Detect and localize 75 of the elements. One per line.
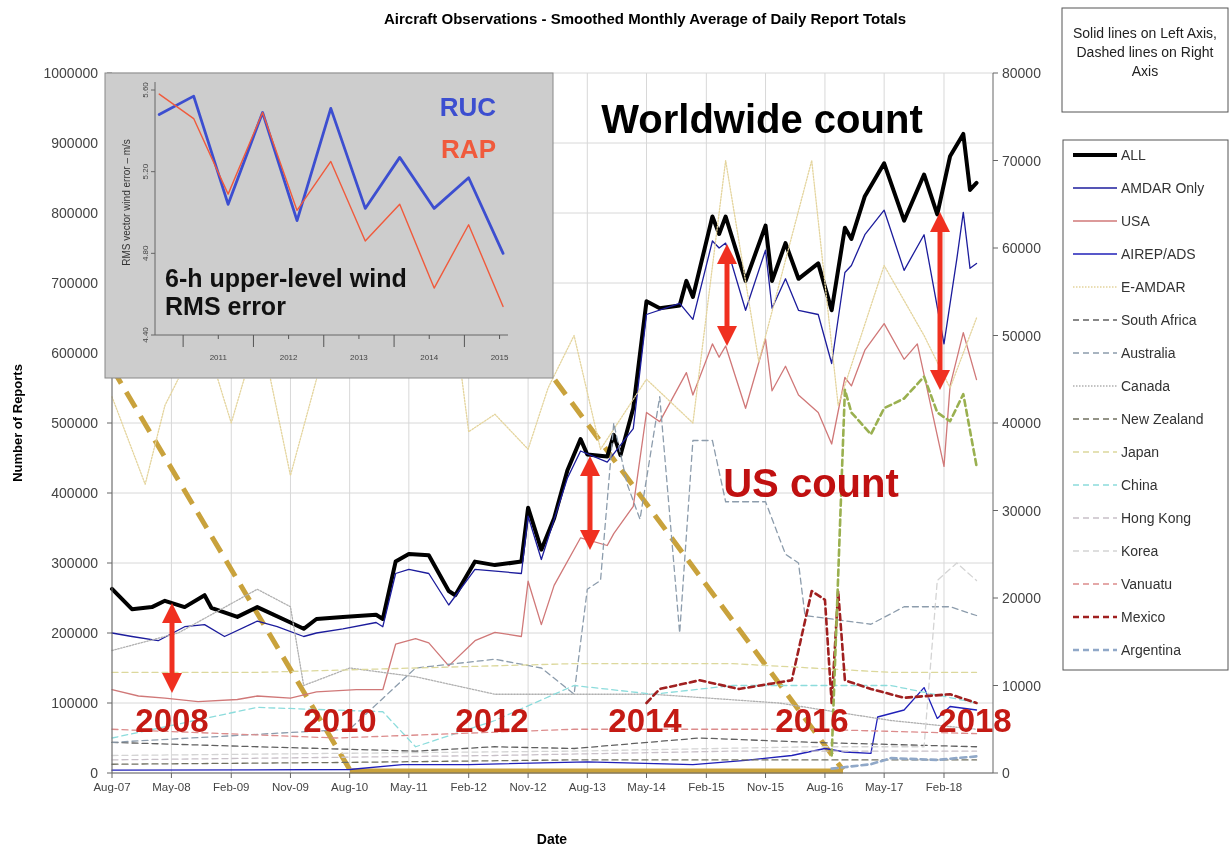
text: RUC	[439, 92, 497, 122]
x-tick-label: Nov-12	[509, 781, 547, 793]
legend-label: Hong Kong	[1121, 510, 1192, 526]
x-tick-label: May-08	[152, 781, 191, 793]
annotation: 6-h upper-level wind RMS error	[165, 264, 408, 320]
y-tick-label: 500000	[51, 415, 99, 431]
x-tick-label: Feb-15	[688, 781, 725, 793]
y-tick-label: 600000	[51, 345, 99, 361]
annotation: 2014	[608, 702, 683, 739]
x-tick-label: 2015	[490, 353, 510, 362]
y2-tick-label: 40000	[1002, 415, 1042, 431]
y2-tick-label: 60000	[1002, 240, 1042, 256]
x-tick-label: 2014	[420, 353, 439, 362]
y-tick-label: 700000	[51, 275, 99, 291]
y2-tick-label: 50000	[1002, 327, 1042, 344]
legend-label: Australia	[1121, 345, 1176, 361]
legend-label: Argentina	[1121, 642, 1182, 658]
y2-tick-label: 0	[1002, 765, 1010, 781]
y-tick-label: 4.40	[141, 326, 150, 343]
legend-label: China	[1121, 477, 1158, 493]
x-tick-label: Aug-10	[331, 781, 369, 793]
legend-label: Canada	[1121, 378, 1171, 394]
y-tick-label: 100000	[51, 695, 99, 711]
x-tick-label: 2012	[279, 353, 299, 362]
y2-tick-label: 80000	[1002, 65, 1042, 81]
y2-tick-label: 30000	[1002, 502, 1042, 519]
annotation: 2012	[455, 702, 529, 739]
x-tick-label: 2013	[350, 353, 369, 362]
y2-tick-label: 20000	[1002, 590, 1042, 606]
chart-title: Aircraft Observations - Smoothed Monthly Average of Daily Report Totals	[383, 10, 907, 27]
legend-label: Korea	[1121, 543, 1159, 559]
annotation: US count	[723, 461, 899, 505]
legend-label: USA	[1121, 213, 1151, 229]
y-tick-label: 400000	[51, 485, 99, 501]
legend-label: Japan	[1121, 444, 1160, 460]
y-tick-label: 4.80	[141, 245, 150, 262]
x-tick-label: Nov-09	[271, 781, 309, 793]
legend-label: New Zealand	[1121, 411, 1204, 427]
x-tick-label: May-14	[627, 781, 667, 793]
annotation: Worldwide count	[601, 97, 923, 141]
text: Solid lines on Left Axis, Dashed lines on Right Axis	[1072, 24, 1218, 81]
y-tick-label: 200000	[51, 625, 99, 641]
y-axis-title: Number of Reports	[10, 364, 25, 482]
x-tick-label: Aug-16	[806, 781, 844, 793]
y2-tick-label: 70000	[1002, 152, 1042, 169]
y-axis-title: RMS vector wind error – m/s	[121, 139, 132, 266]
legend-label: E-AMDAR	[1121, 279, 1186, 295]
legend-label: Vanuatu	[1121, 576, 1173, 592]
legend-label: AMDAR Only	[1121, 180, 1205, 196]
legend-label: South Africa	[1121, 312, 1197, 328]
y-tick-label: 900000	[51, 135, 99, 151]
annotation: 2008	[135, 702, 209, 739]
legend-label: AIREP/ADS	[1121, 246, 1196, 262]
x-tick-label: Aug-13	[568, 781, 606, 793]
x-tick-label: Feb-09	[213, 781, 250, 793]
annotation: 2018	[938, 702, 1012, 739]
x-tick-label: 2011	[209, 353, 228, 362]
x-tick-label: Feb-18	[925, 781, 963, 793]
y-tick-label: 5.60	[141, 81, 150, 98]
x-tick-label: Aug-07	[93, 781, 131, 793]
y-tick-label: 0	[90, 765, 99, 781]
legend-label: ALL	[1121, 147, 1147, 163]
annotation: 2010	[303, 702, 377, 739]
y2-tick-label: 10000	[1002, 677, 1042, 694]
y-tick-label: 5.20	[141, 163, 150, 180]
y-tick-label: 800000	[51, 205, 99, 221]
legend-label: Mexico	[1121, 609, 1166, 625]
y-tick-label: 300000	[51, 555, 99, 571]
x-axis-title: Date	[536, 831, 568, 847]
y-tick-label: 1000000	[43, 65, 99, 81]
x-tick-label: Feb-12	[450, 781, 487, 793]
text: RAP	[441, 134, 496, 164]
x-tick-label: May-17	[864, 781, 904, 793]
x-tick-label: Nov-15	[747, 781, 785, 793]
x-tick-label: May-11	[390, 781, 428, 793]
